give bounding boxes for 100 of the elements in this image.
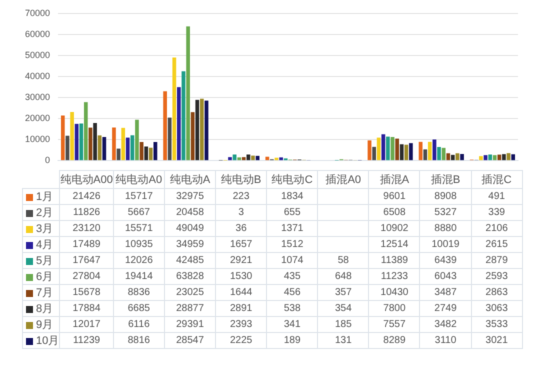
bar bbox=[479, 156, 483, 160]
data-label: 20458 bbox=[164, 204, 216, 220]
bar bbox=[116, 148, 120, 160]
bar bbox=[381, 134, 386, 160]
bar bbox=[274, 158, 278, 160]
x-tick-label: 插混A bbox=[368, 170, 420, 188]
data-label: 12026 bbox=[113, 252, 164, 268]
bar bbox=[121, 128, 126, 160]
data-label: 36 bbox=[216, 220, 267, 236]
data-label: 11826 bbox=[60, 204, 114, 220]
data-label: 1512 bbox=[266, 236, 318, 252]
data-label: 357 bbox=[318, 284, 369, 300]
data-label: 63828 bbox=[164, 268, 216, 284]
bar bbox=[190, 112, 195, 160]
bar bbox=[182, 71, 186, 160]
y-tick-label: 70000 bbox=[24, 8, 50, 18]
bar bbox=[497, 154, 502, 160]
bar bbox=[228, 157, 232, 160]
data-label: 339 bbox=[471, 204, 522, 220]
data-label: 12017 bbox=[60, 316, 114, 332]
bar bbox=[492, 155, 497, 160]
bar bbox=[84, 102, 88, 160]
bar bbox=[112, 128, 116, 160]
data-label: 42485 bbox=[164, 252, 216, 268]
data-label: 341 bbox=[266, 316, 318, 332]
legend-label: 1月 bbox=[22, 188, 60, 204]
data-label: 3 bbox=[216, 204, 267, 220]
data-label: 15717 bbox=[113, 188, 164, 204]
data-label: 538 bbox=[266, 300, 318, 316]
bar bbox=[163, 91, 167, 160]
data-label: 2106 bbox=[471, 220, 522, 236]
data-label: 1657 bbox=[216, 236, 267, 252]
data-label: 10019 bbox=[420, 236, 472, 252]
legend-label: 8月 bbox=[22, 300, 60, 316]
bar bbox=[251, 156, 255, 160]
legend-label: 6月 bbox=[22, 268, 60, 284]
bar bbox=[153, 142, 158, 160]
data-label: 2891 bbox=[216, 300, 267, 316]
data-label: 58 bbox=[318, 252, 369, 268]
bar bbox=[442, 148, 446, 160]
data-label: 2615 bbox=[471, 236, 522, 252]
bar bbox=[437, 147, 441, 160]
data-label: 3110 bbox=[420, 332, 472, 348]
bar bbox=[432, 140, 436, 160]
data-label: 6439 bbox=[420, 252, 472, 268]
data-label: 491 bbox=[471, 188, 522, 204]
data-label: 2393 bbox=[216, 316, 267, 332]
bar bbox=[423, 149, 428, 160]
data-label: 10430 bbox=[368, 284, 420, 300]
legend-label: 3月 bbox=[22, 220, 60, 236]
data-label: 32975 bbox=[164, 188, 216, 204]
data-label: 6508 bbox=[368, 204, 420, 220]
bar bbox=[66, 136, 70, 160]
bar bbox=[460, 154, 464, 160]
data-label: 3063 bbox=[471, 300, 522, 316]
bar bbox=[502, 154, 506, 160]
data-label: 8816 bbox=[113, 332, 164, 348]
data-label: 3487 bbox=[420, 284, 472, 300]
bar bbox=[204, 100, 208, 160]
data-label: 223 bbox=[216, 188, 267, 204]
bar bbox=[140, 142, 144, 160]
bar bbox=[256, 156, 260, 160]
data-label: 11233 bbox=[368, 268, 420, 284]
bar bbox=[390, 136, 394, 160]
data-label: 8289 bbox=[368, 332, 420, 348]
data-label: 17489 bbox=[60, 236, 114, 252]
data-label: 1074 bbox=[266, 252, 318, 268]
y-tick-label: 20000 bbox=[24, 113, 50, 124]
bar bbox=[511, 154, 516, 160]
x-tick-label: 纯电动B bbox=[216, 170, 267, 188]
bar bbox=[418, 142, 423, 160]
data-label: 1530 bbox=[216, 268, 267, 284]
data-label: 7557 bbox=[368, 316, 420, 332]
bar bbox=[130, 135, 134, 160]
data-label: 1371 bbox=[266, 220, 318, 236]
bar bbox=[79, 123, 84, 160]
bar bbox=[506, 153, 510, 160]
data-label: 11239 bbox=[60, 332, 114, 348]
data-label: 23120 bbox=[60, 220, 114, 236]
data-label: 12514 bbox=[368, 236, 420, 252]
x-tick-label: 插混A0 bbox=[318, 170, 369, 188]
data-label: 28877 bbox=[164, 300, 216, 316]
data-label: 3482 bbox=[420, 316, 472, 332]
data-label: 21426 bbox=[60, 188, 114, 204]
data-label: 8880 bbox=[420, 220, 472, 236]
bar bbox=[368, 140, 372, 160]
bar bbox=[70, 112, 74, 160]
bar bbox=[395, 138, 400, 160]
bar bbox=[88, 128, 92, 160]
bar bbox=[168, 118, 172, 160]
y-tick-label: 50000 bbox=[24, 50, 50, 60]
bar bbox=[386, 136, 390, 160]
data-label: 2749 bbox=[420, 300, 472, 316]
data-label: 9601 bbox=[368, 188, 420, 204]
bar bbox=[428, 142, 432, 160]
data-label: 435 bbox=[266, 268, 318, 284]
bar bbox=[93, 122, 97, 160]
bar bbox=[232, 154, 236, 160]
data-label: 8908 bbox=[420, 188, 472, 204]
data-label: 17647 bbox=[60, 252, 114, 268]
